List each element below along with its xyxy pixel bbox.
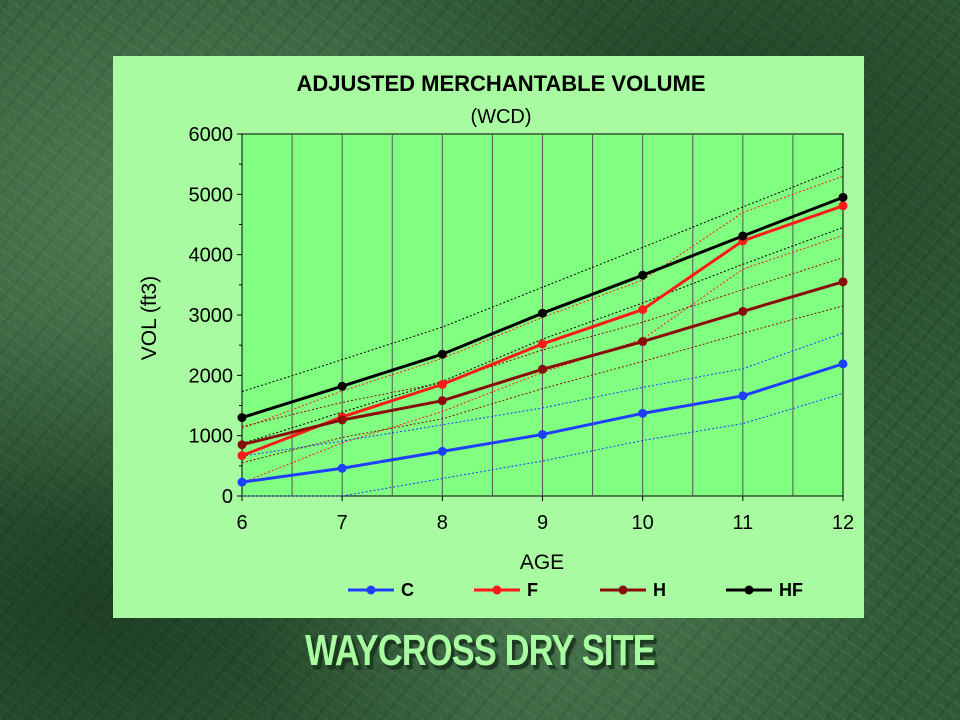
legend-label-hf: HF — [779, 580, 803, 600]
data-series — [237, 192, 848, 487]
data-point-h — [538, 364, 547, 374]
data-point-f — [538, 339, 547, 349]
data-point-c — [838, 359, 848, 369]
y-tick-label: 1000 — [189, 426, 234, 448]
x-tick-label: 12 — [832, 512, 854, 534]
chart-title: ADJUSTED MERCHANTABLE VOLUME — [296, 71, 705, 96]
data-point-hf — [738, 231, 748, 241]
data-point-hf — [838, 192, 848, 202]
x-tick-label: 8 — [437, 512, 448, 534]
x-tick-label: 11 — [732, 512, 753, 534]
legend-marker-c — [366, 585, 376, 595]
data-point-h — [237, 440, 247, 450]
data-point-hf — [437, 349, 447, 359]
data-point-c — [638, 408, 648, 418]
legend-label-h: H — [653, 580, 666, 600]
site-title: WAYCROSS DRY SITE — [305, 626, 656, 675]
data-point-hf — [237, 413, 247, 423]
x-tick-label: 9 — [537, 512, 548, 534]
y-tick-label: 3000 — [189, 305, 234, 327]
legend-marker-f — [492, 585, 502, 595]
x-tick-label: 10 — [632, 512, 654, 534]
data-point-c — [337, 463, 347, 473]
data-point-c — [437, 446, 447, 456]
legend-label-c: C — [401, 580, 414, 600]
data-point-h — [337, 415, 347, 425]
legend-label-f: F — [527, 580, 538, 600]
band-upper-hf — [241, 166, 844, 393]
data-point-h — [638, 337, 648, 347]
data-point-h — [437, 396, 447, 406]
y-tick-label: 4000 — [189, 245, 234, 267]
data-point-f — [437, 379, 447, 389]
data-point-f — [838, 201, 848, 211]
data-point-c — [738, 391, 748, 401]
legend: C F H HF — [348, 580, 803, 600]
y-tick-label: 2000 — [189, 365, 234, 387]
chart-panel: ADJUSTED MERCHANTABLE VOLUME (WCD) 0 1000… — [113, 56, 864, 618]
x-tick-label: 6 — [236, 512, 247, 534]
data-point-hf — [638, 270, 648, 280]
legend-marker-h — [618, 585, 628, 595]
data-point-f — [638, 305, 648, 315]
x-tick-label: 7 — [337, 512, 348, 534]
axes: 0 1000 2000 3000 4000 5000 6000 6 7 8 9 10 11 12 — [189, 124, 855, 534]
data-point-hf — [538, 308, 547, 318]
legend-marker-hf — [744, 585, 754, 595]
chart-svg: ADJUSTED MERCHANTABLE VOLUME (WCD) 0 1000… — [138, 71, 855, 600]
band-lower-hf — [241, 227, 844, 444]
data-point-h — [838, 277, 848, 287]
y-tick-label: 5000 — [189, 184, 234, 206]
y-tick-label: 6000 — [189, 124, 234, 146]
y-tick-label: 0 — [222, 486, 233, 508]
data-point-h — [738, 306, 748, 316]
data-point-f — [237, 451, 247, 461]
band-lower-h — [241, 305, 844, 464]
band-upper-c — [241, 332, 844, 457]
data-point-c — [538, 429, 547, 439]
data-point-hf — [337, 381, 347, 391]
data-point-c — [237, 477, 247, 487]
x-axis-label: AGE — [520, 551, 564, 574]
y-axis-label: VOL (ft3) — [138, 276, 161, 360]
chart-subtitle: (WCD) — [470, 106, 531, 128]
